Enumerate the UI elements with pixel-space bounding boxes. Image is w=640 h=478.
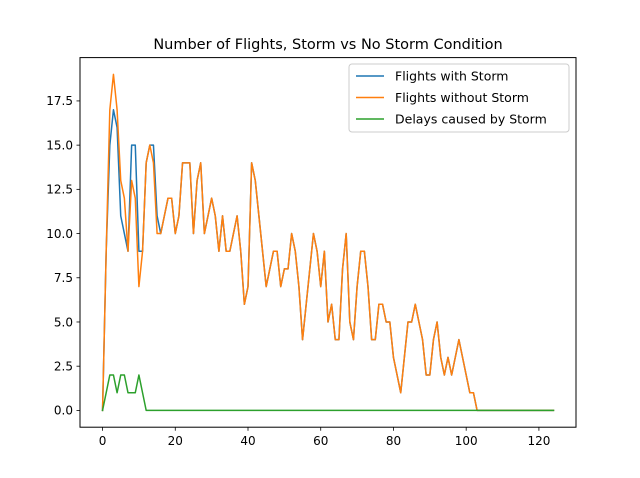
- legend-label-1: Flights without Storm: [395, 90, 529, 105]
- y-tick-label: 10.0: [46, 227, 73, 241]
- y-axis: 0.0 2.5 5.0 7.5 10.0 12.5 15.0 17.5: [46, 94, 80, 418]
- y-tick-label: 15.0: [46, 138, 73, 152]
- x-tick-label: 40: [240, 434, 255, 448]
- x-tick-label: 80: [386, 434, 401, 448]
- y-tick-label: 0.0: [54, 404, 73, 418]
- x-tick-label: 100: [455, 434, 478, 448]
- y-tick-label: 2.5: [54, 359, 73, 373]
- series-layer: [101, 73, 555, 412]
- legend-label-0: Flights with Storm: [395, 69, 508, 84]
- chart-title: Number of Flights, Storm vs No Storm Con…: [153, 37, 502, 53]
- plot-frame: [79, 57, 577, 428]
- series-line-0: [101, 109, 555, 412]
- x-tick-label: 120: [527, 434, 550, 448]
- y-tick-label: 7.5: [54, 271, 73, 285]
- x-axis: 0 20 40 60 80 100 120: [99, 427, 550, 448]
- series-line-2: [101, 374, 555, 412]
- x-tick-label: 60: [313, 434, 328, 448]
- legend: Flights with Storm Flights without Storm D…: [348, 63, 570, 133]
- legend-box: [348, 63, 570, 133]
- x-tick-label: 0: [99, 434, 107, 448]
- y-tick-label: 12.5: [46, 183, 73, 197]
- y-tick-label: 17.5: [46, 94, 73, 108]
- y-tick-label: 5.0: [54, 315, 73, 329]
- x-tick-label: 20: [168, 434, 183, 448]
- legend-label-2: Delays caused by Storm: [395, 112, 547, 127]
